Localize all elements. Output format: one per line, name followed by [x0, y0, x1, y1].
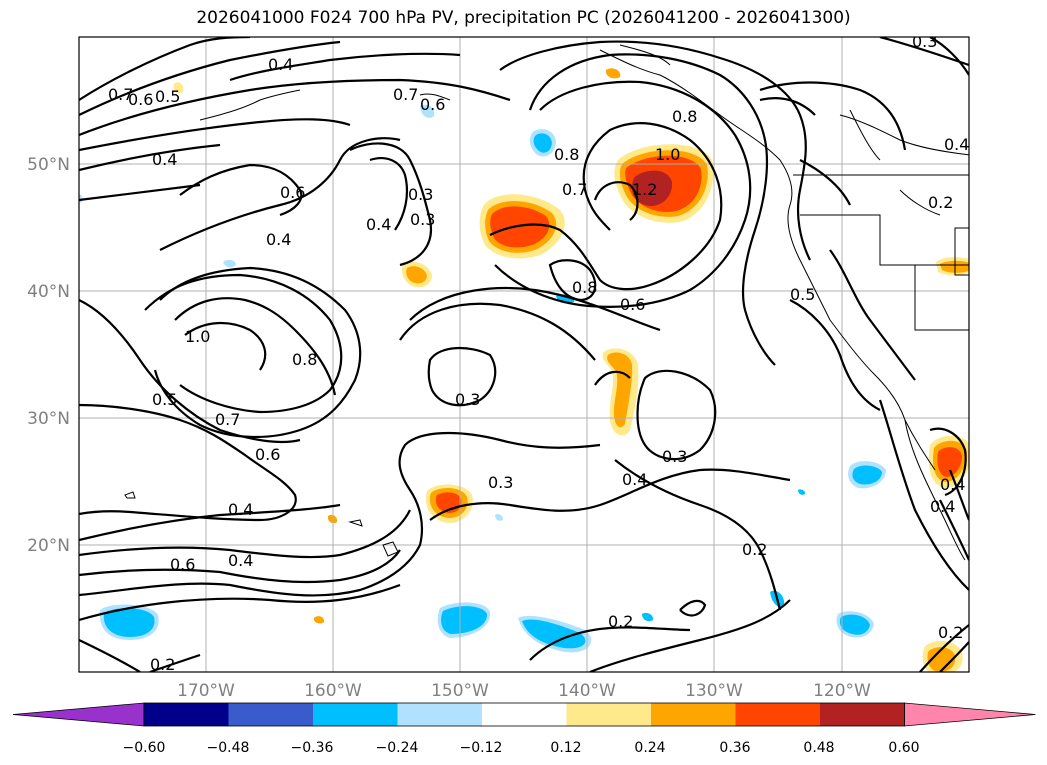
longitude-labels: 170°W 160°W 150°W 140°W 130°W 120°W [177, 681, 871, 701]
contour-label: 0.3 [410, 210, 435, 229]
colorbar-tick: 0.36 [719, 740, 750, 756]
colorbar-tick: 0.48 [803, 740, 834, 756]
contour-label: 0.5 [152, 390, 177, 409]
contour-label: 0.3 [455, 390, 480, 409]
contour-label: 0.3 [912, 32, 937, 51]
contour-label: 0.4 [266, 230, 291, 249]
contour-label: 0.4 [940, 475, 965, 494]
lat-label: 20°N [27, 536, 70, 556]
lat-label: 30°N [27, 409, 70, 429]
latitude-labels: 50°N 40°N 30°N 20°N [27, 155, 70, 556]
contour-label: 0.2 [938, 623, 963, 642]
colorbar-tick: −0.24 [376, 740, 419, 756]
graticule [79, 37, 969, 672]
lon-label: 170°W [177, 681, 235, 701]
contour-label: 0.4 [152, 150, 177, 169]
contour-label: 0.4 [622, 470, 647, 489]
contour-label: 0.7 [393, 85, 418, 104]
contour-label: 0.4 [930, 497, 955, 516]
contour-label: 1.0 [185, 327, 210, 346]
colorbar [12, 702, 1036, 727]
lon-label: 150°W [431, 681, 489, 701]
map-frame [78, 36, 970, 673]
contour-label: 0.4 [228, 500, 253, 519]
contour-label: 0.6 [255, 445, 280, 464]
contour-label: 0.6 [280, 183, 305, 202]
contour-label: 0.4 [944, 135, 969, 154]
contour-label: 0.4 [228, 551, 253, 570]
coastlines [124, 44, 969, 561]
colorbar-segment [397, 703, 483, 726]
contour-labels: 0.7 0.4 0.5 0.6 0.4 0.3 0.7 0.6 0.8 1.0 … [108, 32, 969, 674]
colorbar-extend-low [12, 702, 145, 727]
contour-label: 0.7 [562, 180, 587, 199]
precip-negative-areas [79, 104, 886, 653]
colorbar-tick: 0.12 [550, 740, 581, 756]
chart-title: 2026041000 F024 700 hPa PV, precipitatio… [196, 8, 851, 28]
map-area [79, 37, 969, 672]
contour-label: 0.8 [572, 278, 597, 297]
contour-label: 0.7 [215, 410, 240, 429]
lat-label: 40°N [27, 282, 70, 302]
contour-label: 0.6 [170, 555, 195, 574]
contour-label: 0.6 [620, 295, 645, 314]
contour-label: 0.5 [155, 87, 180, 106]
lon-label: 130°W [685, 681, 743, 701]
contour-label: 0.3 [408, 185, 433, 204]
contour-label: 0.5 [790, 285, 815, 304]
contour-label: 0.2 [742, 540, 767, 559]
contour-label: 0.7 [108, 85, 133, 104]
contour-label: 0.6 [128, 90, 153, 109]
colorbar-tick: −0.12 [460, 740, 503, 756]
contour-label: 0.8 [554, 145, 579, 164]
contour-label: 0.8 [672, 107, 697, 126]
contour-label: 0.2 [928, 193, 953, 212]
pv-contours [79, 37, 969, 672]
colorbar-extend-high [904, 702, 1036, 727]
contour-label: 0.3 [662, 447, 687, 466]
colorbar-outline [143, 702, 905, 727]
colorbar-tick: 0.60 [888, 740, 919, 756]
contour-label: 0.3 [488, 473, 513, 492]
lon-label: 120°W [813, 681, 871, 701]
colorbar-segment [651, 703, 736, 726]
colorbar-tick: −0.36 [291, 740, 334, 756]
colorbar-segment [313, 703, 398, 726]
contour-label: 1.0 [655, 145, 680, 164]
colorbar-segment [228, 703, 314, 726]
contour-label: 0.2 [150, 655, 175, 674]
colorbar-tick: −0.48 [207, 740, 250, 756]
contour-label: 1.2 [632, 180, 657, 199]
lon-label: 160°W [304, 681, 362, 701]
lon-label: 140°W [558, 681, 616, 701]
contour-label: 0.4 [268, 55, 293, 74]
colorbar-tick: −0.60 [123, 740, 166, 756]
colorbar-segment [144, 703, 229, 726]
colorbar-segment [482, 703, 567, 726]
colorbar-segment [566, 703, 652, 726]
lat-label: 50°N [27, 155, 70, 175]
colorbar-segment [820, 703, 905, 726]
colorbar-segment [735, 703, 821, 726]
contour-label: 0.2 [608, 612, 633, 631]
contour-label: 0.8 [292, 350, 317, 369]
contour-label: 0.4 [366, 215, 391, 234]
colorbar-tick: 0.24 [634, 740, 665, 756]
contour-label: 0.6 [420, 95, 445, 114]
precip-positive-areas [173, 68, 969, 672]
colorbar-tick-labels: −0.60 −0.48 −0.36 −0.24 −0.12 0.12 0.24 … [123, 740, 920, 756]
